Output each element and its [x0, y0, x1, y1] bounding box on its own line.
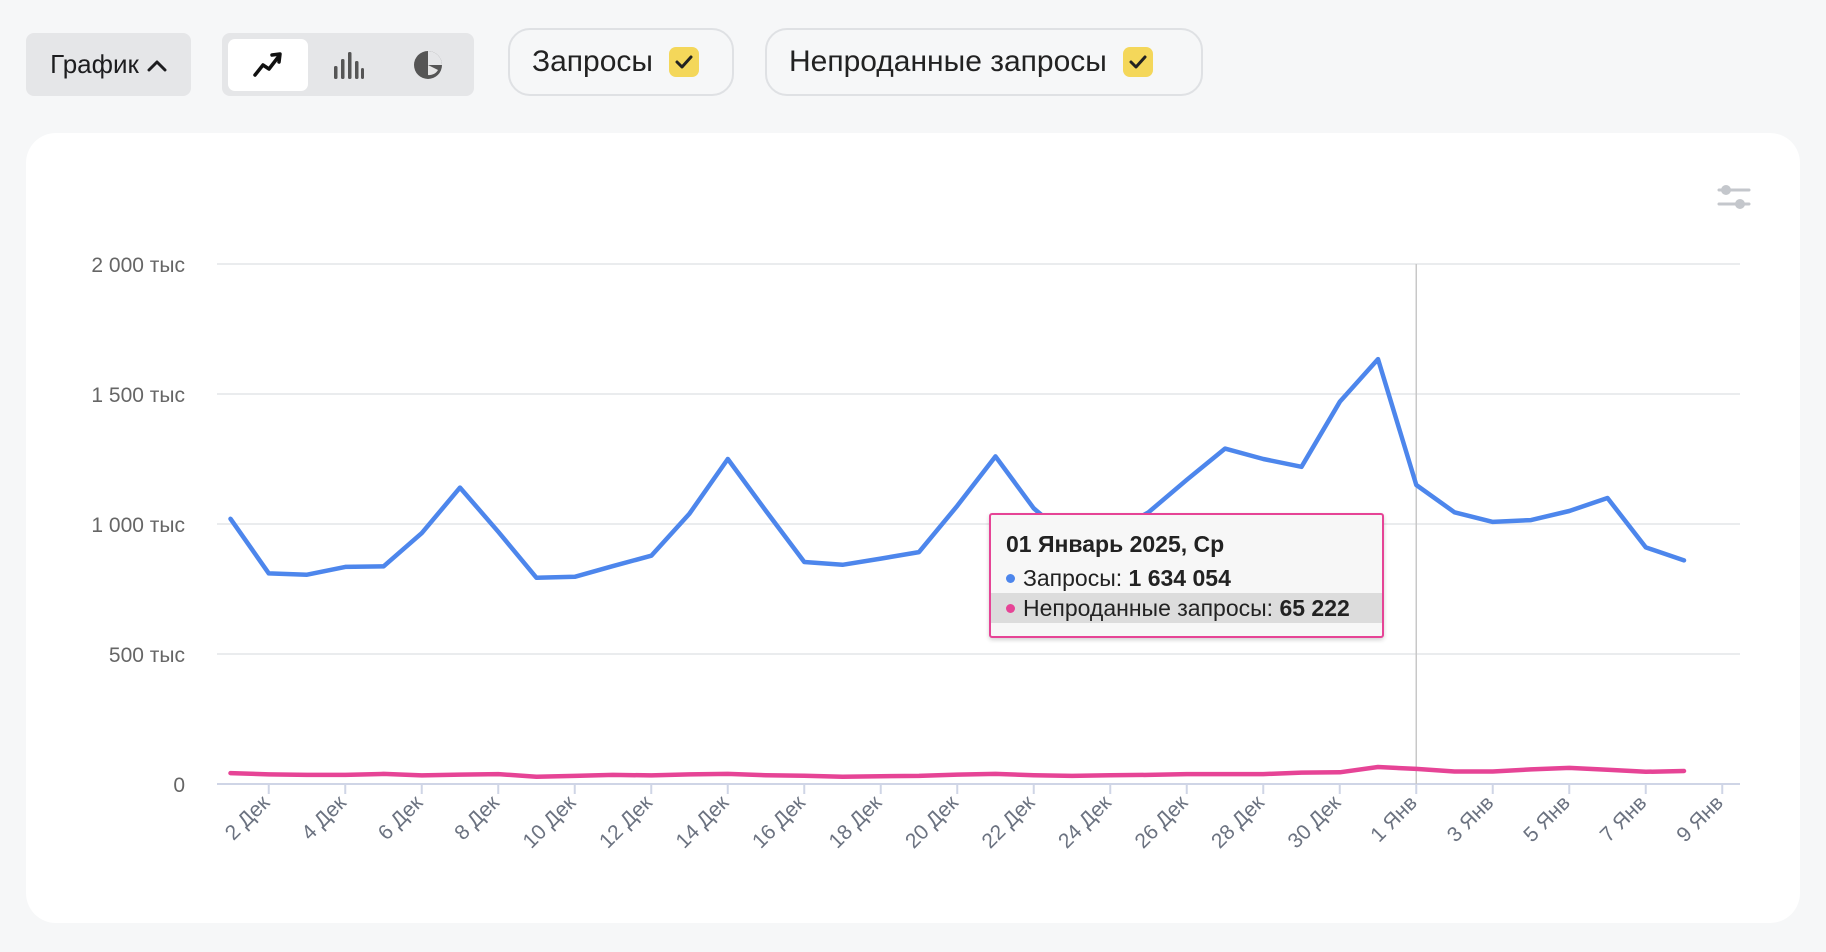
x-tick-label: 1 Янв	[1366, 791, 1421, 846]
x-tick-label: 2 Дек	[221, 791, 275, 845]
series-line-unsold	[228, 764, 1687, 779]
x-tick-label: 4 Дек	[297, 791, 351, 845]
x-tick-label: 3 Янв	[1443, 791, 1498, 846]
tooltip-value: 65 222	[1279, 594, 1350, 621]
pie-chart-icon	[414, 50, 442, 79]
x-tick-label: 6 Дек	[374, 791, 428, 845]
view-mode-switch	[222, 33, 474, 96]
filter-unsold-requests[interactable]: Непроданные запросы	[765, 28, 1203, 96]
tooltip-row-unsold: Непроданные запросы: 65 222	[991, 593, 1382, 623]
tooltip-label: Непроданные запросы:	[1023, 594, 1280, 621]
checkmark-icon[interactable]	[1122, 47, 1153, 77]
x-tick-label: 24 Дек	[1054, 791, 1116, 853]
chevron-up-icon	[147, 60, 167, 71]
pie-view-option[interactable]	[388, 39, 468, 91]
series-line-requests	[228, 356, 1687, 581]
series-dot	[1006, 573, 1015, 583]
x-tick-label: 16 Дек	[748, 791, 810, 853]
y-tick-label: 1 500 тыс	[91, 384, 185, 407]
tooltip-row-requests: Запросы: 1 634 054	[991, 563, 1382, 593]
chart-tooltip: 01 Январь 2025, Ср Запросы: 1 634 054 Не…	[989, 513, 1384, 638]
filter-requests[interactable]: Запросы	[508, 28, 734, 96]
y-tick-label: 500 тыс	[109, 644, 185, 667]
chart-toggle-label: График	[50, 49, 139, 79]
y-tick-label: 0	[173, 774, 185, 797]
x-tick-label: 8 Дек	[450, 791, 504, 845]
tooltip-label: Запросы:	[1023, 564, 1129, 591]
x-tick-label: 30 Дек	[1284, 791, 1346, 853]
x-tick-label: 14 Дек	[672, 791, 734, 853]
bar-chart-icon	[334, 51, 364, 79]
x-tick-label: 22 Дек	[978, 791, 1040, 853]
x-tick-label: 7 Янв	[1596, 791, 1651, 846]
series-dot	[1006, 603, 1015, 613]
line-view-option[interactable]	[228, 38, 308, 91]
filter-unsold-label: Непроданные запросы	[789, 45, 1107, 78]
chart-settings-icon[interactable]	[1716, 182, 1752, 212]
y-tick-label: 2 000 тыс	[91, 254, 185, 277]
x-tick-label: 18 Дек	[825, 791, 887, 853]
bar-view-option[interactable]	[308, 39, 388, 91]
tooltip-title: 01 Январь 2025, Ср	[1006, 531, 1225, 557]
x-tick-label: 9 Янв	[1672, 791, 1727, 846]
x-tick-label: 28 Дек	[1207, 791, 1269, 853]
tooltip-value: 1 634 054	[1128, 564, 1231, 591]
toolbar: График Запросы	[26, 28, 1806, 100]
x-tick-label: 5 Янв	[1519, 791, 1574, 846]
filter-requests-label: Запросы	[532, 45, 653, 78]
x-tick-label: 26 Дек	[1131, 791, 1193, 853]
chart-toggle-button[interactable]: График	[26, 33, 191, 96]
x-tick-label: 12 Дек	[595, 791, 657, 853]
x-tick-label: 20 Дек	[901, 791, 963, 853]
x-tick-label: 10 Дек	[519, 791, 581, 853]
line-chart-icon	[253, 51, 282, 77]
y-tick-label: 1 000 тыс	[91, 514, 185, 537]
checkmark-icon[interactable]	[668, 47, 699, 77]
